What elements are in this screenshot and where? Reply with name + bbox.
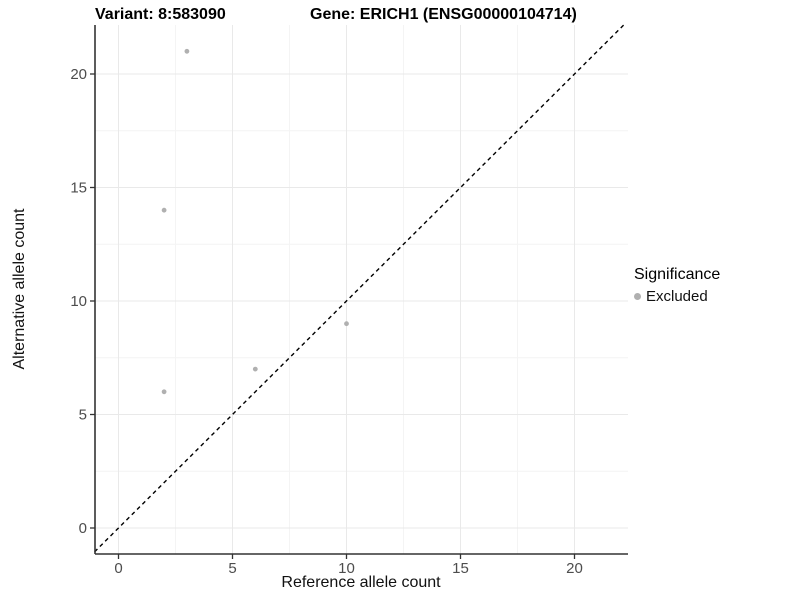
x-tick-label: 0 [114,560,122,577]
data-point [344,321,349,327]
x-tick-label: 20 [566,560,583,577]
y-axis-title: Alternative allele count [11,208,28,370]
data-point [161,389,167,395]
x-tick-label: 10 [338,560,355,577]
x-tick-label: 5 [228,560,236,577]
legend-entry-label: Excluded [646,288,708,305]
x-tick-label: 15 [452,560,469,577]
legend-point-icon [634,293,641,300]
identity-reference-line [94,24,625,553]
y-tick-label: 10 [70,293,87,310]
data-point [252,366,258,372]
data-point [184,48,190,54]
legend-title: Significance [634,266,721,283]
y-tick-label: 0 [79,520,87,537]
variant-title: Variant: 8:583090 [95,6,226,23]
legend: Significance Excluded [634,266,720,305]
y-tick-label: 20 [70,66,87,83]
y-tick-label: 5 [79,407,87,424]
data-point [161,207,167,213]
y-tick-label: 15 [70,180,87,197]
gene-title: Gene: ERICH1 (ENSG00000104714) [310,6,577,23]
legend-entry-excluded: Excluded [634,288,720,305]
x-axis-title: Reference allele count [281,574,441,591]
